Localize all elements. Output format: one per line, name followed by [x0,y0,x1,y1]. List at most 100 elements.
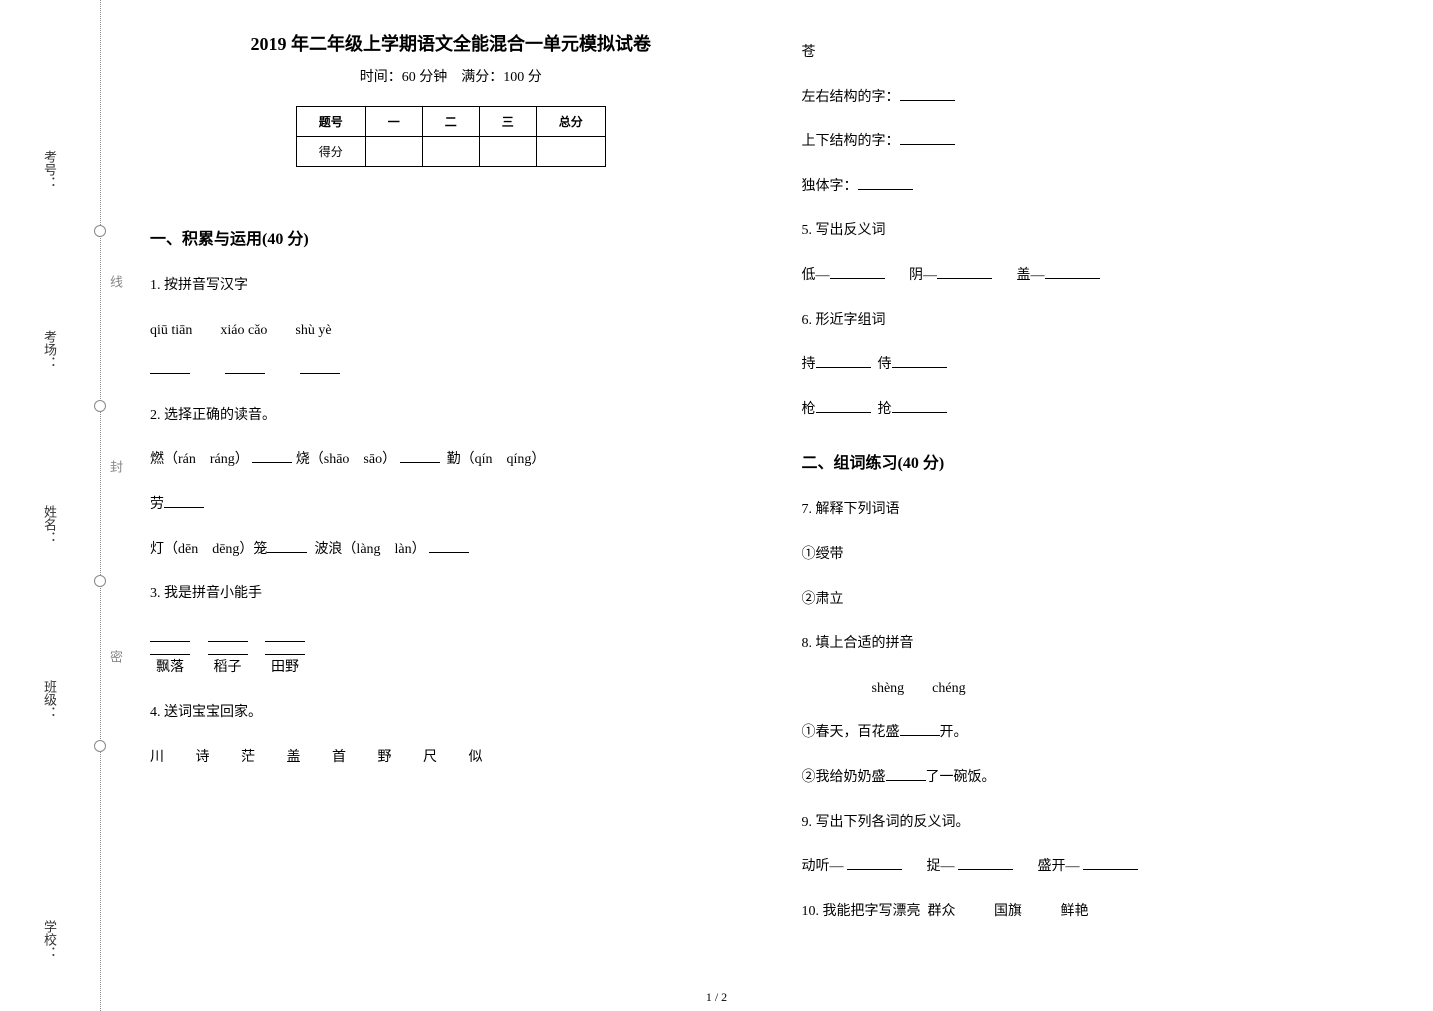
blank [252,449,292,463]
q3-word: 田野 [265,654,305,682]
q6-p2a: 枪 [802,402,816,417]
q2-part: 灯（dēn dēng）笼 [150,542,267,557]
q4-char: 茫 [241,745,255,772]
q9-b: 捉— [927,859,955,874]
score-header-row: 题号 一 二 三 总分 [296,107,605,137]
q2-part: 劳 [150,497,164,512]
q4-stem: 4. 送词宝宝回家。 [150,700,752,727]
blank [400,449,440,463]
q4-char: 川 [150,745,164,772]
q4-lab1: 左右结构的字： [802,85,1404,112]
score-cell [479,137,536,167]
score-cell [365,137,422,167]
blank [892,399,947,413]
score-cell [422,137,479,167]
q3-words: 飘落 稻子 田野 [150,654,752,682]
q1-stem: 1. 按拼音写汉字 [150,273,752,300]
q2-line2: 劳 [150,492,752,519]
page-body: 2019 年二年级上学期语文全能混合一单元模拟试卷 时间：60 分钟 满分：10… [150,30,1403,991]
left-column: 2019 年二年级上学期语文全能混合一单元模拟试卷 时间：60 分钟 满分：10… [150,30,752,991]
q3-overlines [150,626,752,653]
blank [225,360,265,374]
q8-stem: 8. 填上合适的拼音 [802,631,1404,658]
q6-p1a: 持 [802,357,816,372]
q1-pinyin-row: qiū tiān xiáo cǎo shù yè [150,318,752,345]
binding-dotted-line [100,0,101,1011]
q2-line3: 灯（dēn dēng）笼 波浪（làng làn） [150,537,752,564]
blank [847,856,902,870]
binding-field-label: 学校： [40,920,59,959]
blank [816,354,871,368]
blank [208,628,248,642]
score-header: 总分 [536,107,605,137]
blank [830,265,885,279]
blank [900,131,955,145]
q4-chars: 川 诗 茫 盖 首 野 尺 似 [150,745,752,772]
q4-lab2: 上下结构的字： [802,129,1404,156]
section-2-title: 二、组词练习(40 分) [802,449,1404,473]
time-label: 时间：60 分钟 [360,70,448,85]
section-1-title: 一、积累与运用(40 分) [150,225,752,249]
score-header: 三 [479,107,536,137]
q5-line: 低— 阴— 盖— [802,263,1404,290]
blank [937,265,992,279]
q6-pair1: 持 侍 [802,352,1404,379]
blank [900,87,955,101]
binding-circle [94,575,106,587]
q8-pinyin: shèng chéng [802,676,1404,703]
q3-word: 飘落 [150,654,190,682]
q1-item: xiáo cǎo [220,323,267,338]
binding-circle [94,225,106,237]
q1-item: qiū tiān [150,323,192,338]
binding-circle [94,400,106,412]
blank [958,856,1013,870]
q3-word: 稻子 [208,654,248,682]
q9-line: 动听— 捉— 盛开— [802,854,1404,881]
blank [816,399,871,413]
blank [267,539,307,553]
q5-c: 盖— [1017,268,1045,283]
score-table: 题号 一 二 三 总分 得分 [296,106,606,167]
right-column: 苍 左右结构的字： 上下结构的字： 独体字： 5. 写出反义词 低— 阴— 盖—… [802,30,1404,991]
q8-l2: ②我给奶奶盛了一碗饭。 [802,765,1404,792]
paper-title: 2019 年二年级上学期语文全能混合一单元模拟试卷 [150,30,752,56]
q2-part: 波浪（làng làn） [314,542,425,557]
q1-blanks [150,358,752,385]
q4-char: 似 [469,745,483,772]
blank [429,539,469,553]
score-cell [536,137,605,167]
score-header: 二 [422,107,479,137]
blank [150,628,190,642]
q5-a: 低— [802,268,830,283]
fullscore-label: 满分：100 分 [461,70,542,85]
binding-circle [94,740,106,752]
q10-w1: 群众 [928,904,956,919]
blank [1045,265,1100,279]
blank [164,494,204,508]
q2-part: 烧（shāo sāo） [296,452,396,467]
binding-field-label: 考场： [40,330,59,369]
q9-c: 盛开— [1038,859,1080,874]
score-row-label: 得分 [296,137,365,167]
score-header: 一 [365,107,422,137]
q6-p2b: 抢 [878,402,892,417]
q10-w2: 国旗 [994,904,1022,919]
q3-stem: 3. 我是拼音小能手 [150,581,752,608]
q4-lab3: 独体字： [802,174,1404,201]
q2-stem: 2. 选择正确的读音。 [150,403,752,430]
blank [1083,856,1138,870]
binding-field-label: 班级： [40,680,59,719]
q4-lab2-text: 上下结构的字： [802,134,900,149]
blank [858,176,913,190]
q4-char: 首 [332,745,346,772]
q4-lab1-text: 左右结构的字： [802,90,900,105]
binding-field-label: 考号： [40,150,59,189]
paper-subtitle: 时间：60 分钟 满分：100 分 [150,66,752,86]
score-value-row: 得分 [296,137,605,167]
q6-pair2: 枪 抢 [802,397,1404,424]
binding-seal-label: 线 [106,275,125,294]
q7-i2: ②肃立 [802,587,1404,614]
q9-stem: 9. 写出下列各词的反义词。 [802,810,1404,837]
q4-lab3-text: 独体字： [802,179,858,194]
blank [150,360,190,374]
